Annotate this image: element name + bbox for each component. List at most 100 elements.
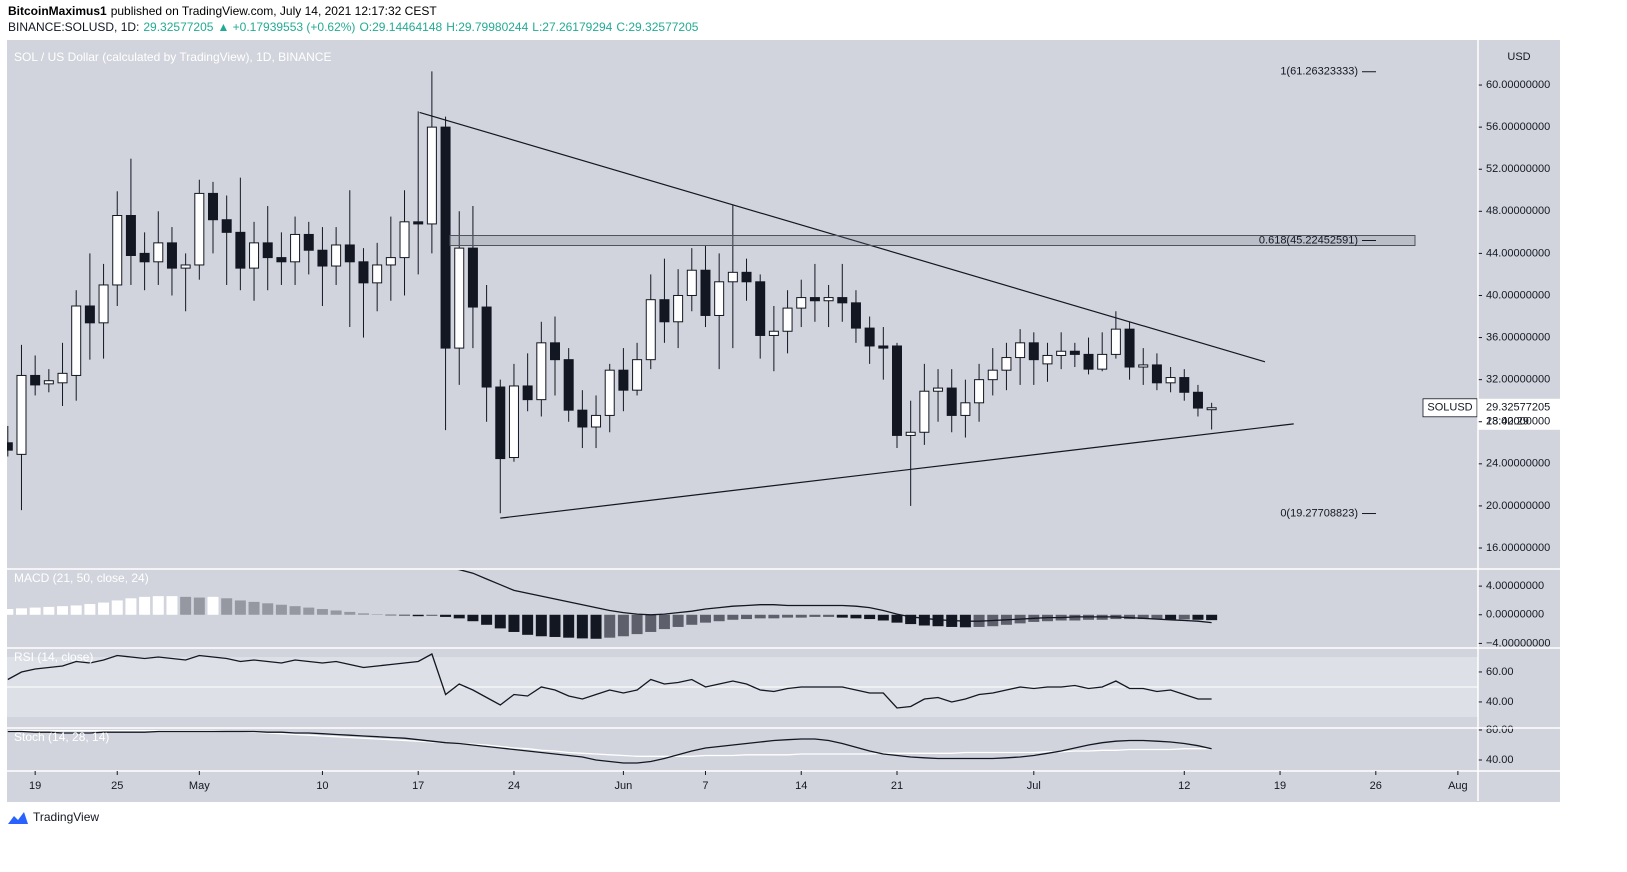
macd-bar bbox=[741, 614, 753, 620]
published: published on TradingView.com, July 14, 2… bbox=[111, 4, 438, 18]
candle-body bbox=[522, 385, 533, 401]
price-tag-value: 29.32577205 bbox=[1486, 402, 1550, 414]
macd-bar bbox=[316, 609, 328, 615]
candle-body bbox=[741, 271, 752, 283]
close: C:29.32577205 bbox=[616, 20, 698, 34]
candle-body bbox=[495, 386, 506, 460]
logo-icon bbox=[8, 812, 28, 824]
macd-bar bbox=[549, 614, 561, 637]
candle-body bbox=[153, 242, 164, 263]
candle-body bbox=[249, 242, 260, 269]
macd-bar bbox=[864, 614, 876, 620]
macd-bar bbox=[1137, 614, 1149, 620]
candle-body bbox=[1179, 377, 1190, 393]
macd-bar bbox=[180, 596, 192, 615]
y-tick-label: 60.00000000 bbox=[1486, 79, 1550, 91]
candle-body bbox=[878, 345, 889, 349]
macd-line bbox=[457, 570, 1212, 624]
y-tick-label: 40.00 bbox=[1486, 754, 1514, 766]
x-tick-label: Aug bbox=[1448, 780, 1468, 792]
macd-bar bbox=[535, 614, 547, 637]
candle-body bbox=[43, 380, 54, 385]
header-line-2: BINANCE:SOLUSD, 1D: 29.32577205 ▲ +0.17939… bbox=[8, 20, 699, 34]
fib-zone bbox=[449, 235, 1416, 247]
candle-body bbox=[577, 409, 588, 428]
candle-body bbox=[331, 244, 342, 267]
y-tick-label: 20.00000000 bbox=[1486, 500, 1550, 512]
macd-bar bbox=[262, 603, 274, 615]
candle-body bbox=[508, 385, 519, 459]
open: O:29.14464148 bbox=[359, 20, 442, 34]
candle-body bbox=[987, 369, 998, 381]
macd-bar bbox=[1069, 614, 1081, 621]
y-tick-label: 0.00000000 bbox=[1486, 609, 1544, 621]
macd-bar bbox=[98, 602, 110, 615]
macd-bar bbox=[70, 605, 82, 615]
x-tick-label: 19 bbox=[1274, 780, 1286, 792]
candle-body bbox=[426, 126, 437, 225]
candle-body bbox=[905, 431, 916, 436]
candle-body bbox=[892, 345, 902, 436]
x-tick-label: 7 bbox=[702, 780, 708, 792]
y-tick-label: 4.00000000 bbox=[1486, 580, 1544, 592]
candle-body bbox=[919, 390, 930, 433]
pane bbox=[7, 653, 1478, 717]
candle-body bbox=[481, 306, 492, 388]
macd-bar bbox=[139, 596, 151, 615]
macd-bar bbox=[918, 614, 930, 626]
candle-body bbox=[1056, 350, 1067, 356]
candle-body bbox=[837, 297, 848, 304]
price-tag bbox=[1478, 398, 1560, 430]
macd-bar bbox=[207, 596, 219, 615]
macd-bar bbox=[289, 606, 301, 615]
candle-body bbox=[714, 281, 725, 316]
y-tick-label: 48.00000000 bbox=[1486, 205, 1550, 217]
candle-body bbox=[358, 261, 369, 284]
axis-unit: USD bbox=[1507, 51, 1530, 63]
candle-body bbox=[1001, 357, 1012, 371]
candle-body bbox=[84, 305, 95, 324]
date-axis-background bbox=[7, 771, 1478, 801]
y-tick-label: 60.00 bbox=[1486, 666, 1514, 678]
candle-body bbox=[1042, 354, 1053, 365]
fib-label: 0.618(45.22452591) bbox=[1259, 234, 1358, 246]
candle-body bbox=[960, 402, 971, 416]
macd-bar bbox=[508, 614, 520, 632]
y-tick-label: 80.00 bbox=[1486, 724, 1514, 736]
candle-body bbox=[809, 297, 820, 302]
candle-body bbox=[755, 281, 766, 336]
macd-bar bbox=[152, 596, 164, 615]
macd-bar bbox=[782, 614, 794, 618]
candle-body bbox=[645, 299, 656, 361]
candle-body bbox=[467, 247, 478, 308]
candle-body bbox=[372, 264, 383, 284]
candle-body bbox=[1015, 342, 1026, 359]
candle-body bbox=[550, 342, 560, 361]
pane bbox=[7, 730, 1212, 764]
candle-body bbox=[1083, 353, 1094, 370]
candle-body bbox=[1206, 407, 1217, 411]
macd-bar bbox=[453, 614, 465, 619]
macd-bar bbox=[357, 613, 369, 615]
macd-bar bbox=[371, 614, 383, 615]
brand-logo: TradingView bbox=[8, 810, 99, 824]
macd-bar bbox=[809, 614, 821, 617]
candle-body bbox=[290, 233, 301, 263]
macd-bar bbox=[15, 608, 27, 615]
y-tick-label: 28.00000000 bbox=[1486, 416, 1550, 428]
macd-bar bbox=[1178, 614, 1190, 620]
candle-body bbox=[454, 247, 465, 349]
pane-title: SOL / US Dollar (calculated by TradingVi… bbox=[14, 50, 331, 64]
macd-bar bbox=[1192, 614, 1204, 620]
candle-body bbox=[317, 249, 328, 267]
y-tick-label: 44.00000000 bbox=[1486, 247, 1550, 259]
candle-body bbox=[727, 271, 738, 283]
macd-bar bbox=[768, 614, 780, 619]
macd-bar bbox=[111, 600, 123, 615]
candle-body bbox=[344, 244, 355, 263]
macd-bar bbox=[754, 614, 766, 619]
macd-bar bbox=[1151, 614, 1163, 620]
candle-body bbox=[1192, 391, 1203, 409]
candle-body bbox=[659, 299, 670, 323]
macd-bar bbox=[713, 614, 725, 622]
